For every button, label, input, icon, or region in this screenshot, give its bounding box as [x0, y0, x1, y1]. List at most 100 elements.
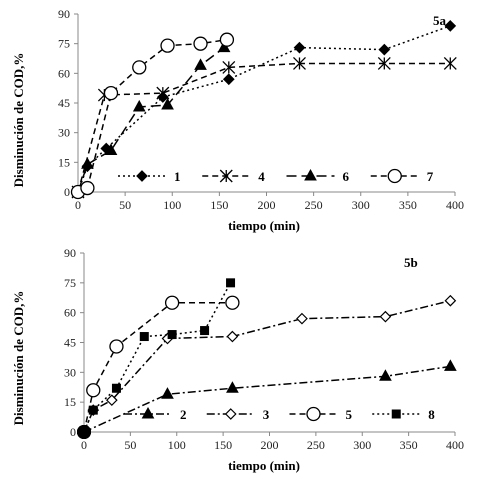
- panel-5a-legend-item-1: 1: [118, 169, 181, 184]
- panel-5b-series-5: [77, 295, 240, 439]
- panel-5a-series-1-point: [444, 20, 457, 32]
- panel-5b-series-2-point: [444, 359, 457, 371]
- panel-5a-legend-marker-6: [304, 168, 317, 181]
- panel-5b-axes: 0 50 100 150 200 250 300 350 400 0 15 30 45 60 75 90: [64, 246, 464, 452]
- panel-5a-series-6-point: [194, 58, 207, 70]
- panel-5a-x-tick-label: 150: [210, 198, 228, 212]
- panel-5b-x-tick-label: 250: [307, 438, 325, 452]
- panel-5a-series-4-point: [293, 56, 306, 70]
- panel-5b-series-3-point: [226, 330, 239, 343]
- panel-5b-y-tick-label: 75: [64, 276, 76, 290]
- panel-5a-series-7-point: [80, 180, 95, 196]
- panel-5b-y-tick-label: 0: [70, 425, 76, 439]
- panel-5b-series-5-line: [83, 301, 233, 433]
- panel-5b-legend-marker-2: [141, 406, 155, 419]
- panel-5a-series-6-point: [132, 99, 146, 112]
- panel-5b-x-tick-label: 350: [400, 438, 418, 452]
- panel-5b-series: [77, 278, 457, 439]
- panel-5b-series-2-line: [83, 365, 451, 433]
- panel-5a-y-tick-label: 90: [58, 7, 70, 21]
- panel-5b-y-axis-title: Disminución de COD,%: [11, 291, 26, 426]
- panel-5a-x-tick-label: 100: [163, 198, 181, 212]
- panel-5b-series-8-point: [200, 326, 210, 336]
- panel-5a-x-tick-label: 350: [399, 198, 417, 212]
- panel-5b-x-tick-label: 50: [124, 438, 136, 452]
- panel-5b-legend-item-2: 2: [124, 406, 187, 422]
- panel-5a-legend-label-6: 6: [343, 169, 350, 184]
- panel-5b-label: 5b: [404, 255, 418, 270]
- panel-5b-series-2-point: [379, 369, 392, 381]
- panel-5b-x-axis-title: tiempo (min): [228, 458, 300, 473]
- panel-5b-series-8-point: [139, 332, 149, 342]
- panel-5b-y-tick-label: 15: [64, 395, 76, 409]
- panel-5a-legend-item-7: 7: [370, 168, 434, 184]
- panel-5a-label: 5a: [433, 13, 447, 28]
- panel-5a-series: [70, 20, 457, 200]
- panel-5a-y-tick-label: 15: [58, 155, 70, 169]
- panel-5b-series-5-point: [225, 295, 240, 310]
- panel-5a-legend-marker-4: [219, 169, 233, 183]
- panel-5a-series-4-point: [443, 56, 457, 70]
- panel-5a-series-6-point: [161, 97, 174, 110]
- panel-5a-legend-item-6: 6: [286, 168, 350, 184]
- panel-5b-x-tick-label: 100: [168, 438, 186, 452]
- panel-5b-series-2-point: [161, 387, 174, 399]
- panel-5b-series-8-point: [77, 425, 91, 439]
- panel-5a-legend-marker-1: [136, 170, 148, 182]
- panel-5a-legend: 1 4 6 7: [118, 168, 434, 184]
- panel-5b-series-3-point: [105, 394, 118, 407]
- panel-5a-x-tick-label: 400: [446, 198, 464, 212]
- panel-5a-x-axis-title: tiempo (min): [228, 218, 300, 233]
- panel-5b-x-tick-label: 150: [214, 438, 232, 452]
- panel-5b-legend: 2 3 5 8: [124, 406, 435, 422]
- panel-5b-legend-label-3: 3: [263, 407, 270, 422]
- panel-5a-x-tick-label: 0: [75, 198, 81, 212]
- panel-5a-series-7-point: [103, 85, 119, 101]
- panel-5a-legend-label-1: 1: [174, 169, 181, 184]
- panel-5a-series-1-point: [222, 73, 235, 86]
- panel-5b-series-8-point: [88, 405, 98, 415]
- panel-5b-series-2-point: [226, 381, 239, 393]
- panel-5b-series-8-point: [167, 330, 177, 340]
- panel-5a-x-tick-label: 50: [119, 198, 131, 212]
- panel-5a-legend-marker-7: [387, 168, 402, 184]
- panel-5b-legend-item-8: 8: [372, 407, 435, 422]
- panel-5a-series-1-line: [77, 25, 451, 193]
- panel-5a-series-7-point: [193, 36, 208, 51]
- panel-5a-series-7-line: [77, 38, 228, 193]
- panel-5b-legend-label-5: 5: [346, 407, 353, 422]
- panel-5b: 0 50 100 150 200 250 300 350 400 0 15 30 45 60 75 90 5b…: [11, 246, 464, 473]
- panel-5a-series-4-point: [222, 60, 236, 74]
- panel-5a-y-tick-label: 45: [58, 96, 70, 110]
- panel-5a-y-tick-label: 0: [64, 185, 70, 199]
- panel-5b-legend-marker-8: [391, 409, 401, 419]
- panel-5b-series-8: [77, 278, 236, 439]
- panel-5b-legend-marker-5: [306, 406, 321, 422]
- panel-5a-y-tick-label: 60: [58, 66, 70, 80]
- panel-5b-x-tick-label: 200: [261, 438, 279, 452]
- panel-5a-series-6-point: [104, 143, 118, 155]
- panel-5a-x-tick-label: 200: [258, 198, 276, 212]
- panel-5b-series-3-point: [444, 294, 457, 307]
- panel-5a-series-7-point: [219, 32, 235, 47]
- panel-5b-y-tick-label: 45: [64, 336, 76, 350]
- panel-5a-series-7-point: [132, 60, 147, 75]
- panel-5a-series-6-point: [81, 157, 94, 169]
- panel-5a-x-tick-label: 250: [305, 198, 323, 212]
- panel-5a-series-7: [70, 32, 235, 200]
- panel-5b-y-tick-label: 30: [64, 365, 76, 379]
- panel-5a-axes: 0 50 100 150 200 250 300 350 400 0 15 30 45 60 75 90: [58, 7, 464, 212]
- panel-5a-y-axis-title: Disminución de COD,%: [11, 53, 26, 188]
- panel-5b-series-8-point: [226, 278, 236, 288]
- panel-5a-series-1-point: [293, 41, 306, 54]
- panel-5a-series-1-point: [378, 43, 391, 56]
- panel-5a-x-tick-label: 300: [352, 198, 370, 212]
- panel-5a-series-7-point: [160, 38, 175, 53]
- panel-5b-x-tick-label: 300: [353, 438, 371, 452]
- panel-5b-y-tick-label: 90: [64, 246, 76, 260]
- panel-5a: 0 50 100 150 200 250 300 350 400 0 15 30 45 60 75 90 5a…: [11, 7, 464, 233]
- panel-5b-legend-item-5: 5: [289, 406, 353, 422]
- panel-5b-legend-label-2: 2: [180, 407, 187, 422]
- panel-5b-x-tick-label: 0: [81, 438, 87, 452]
